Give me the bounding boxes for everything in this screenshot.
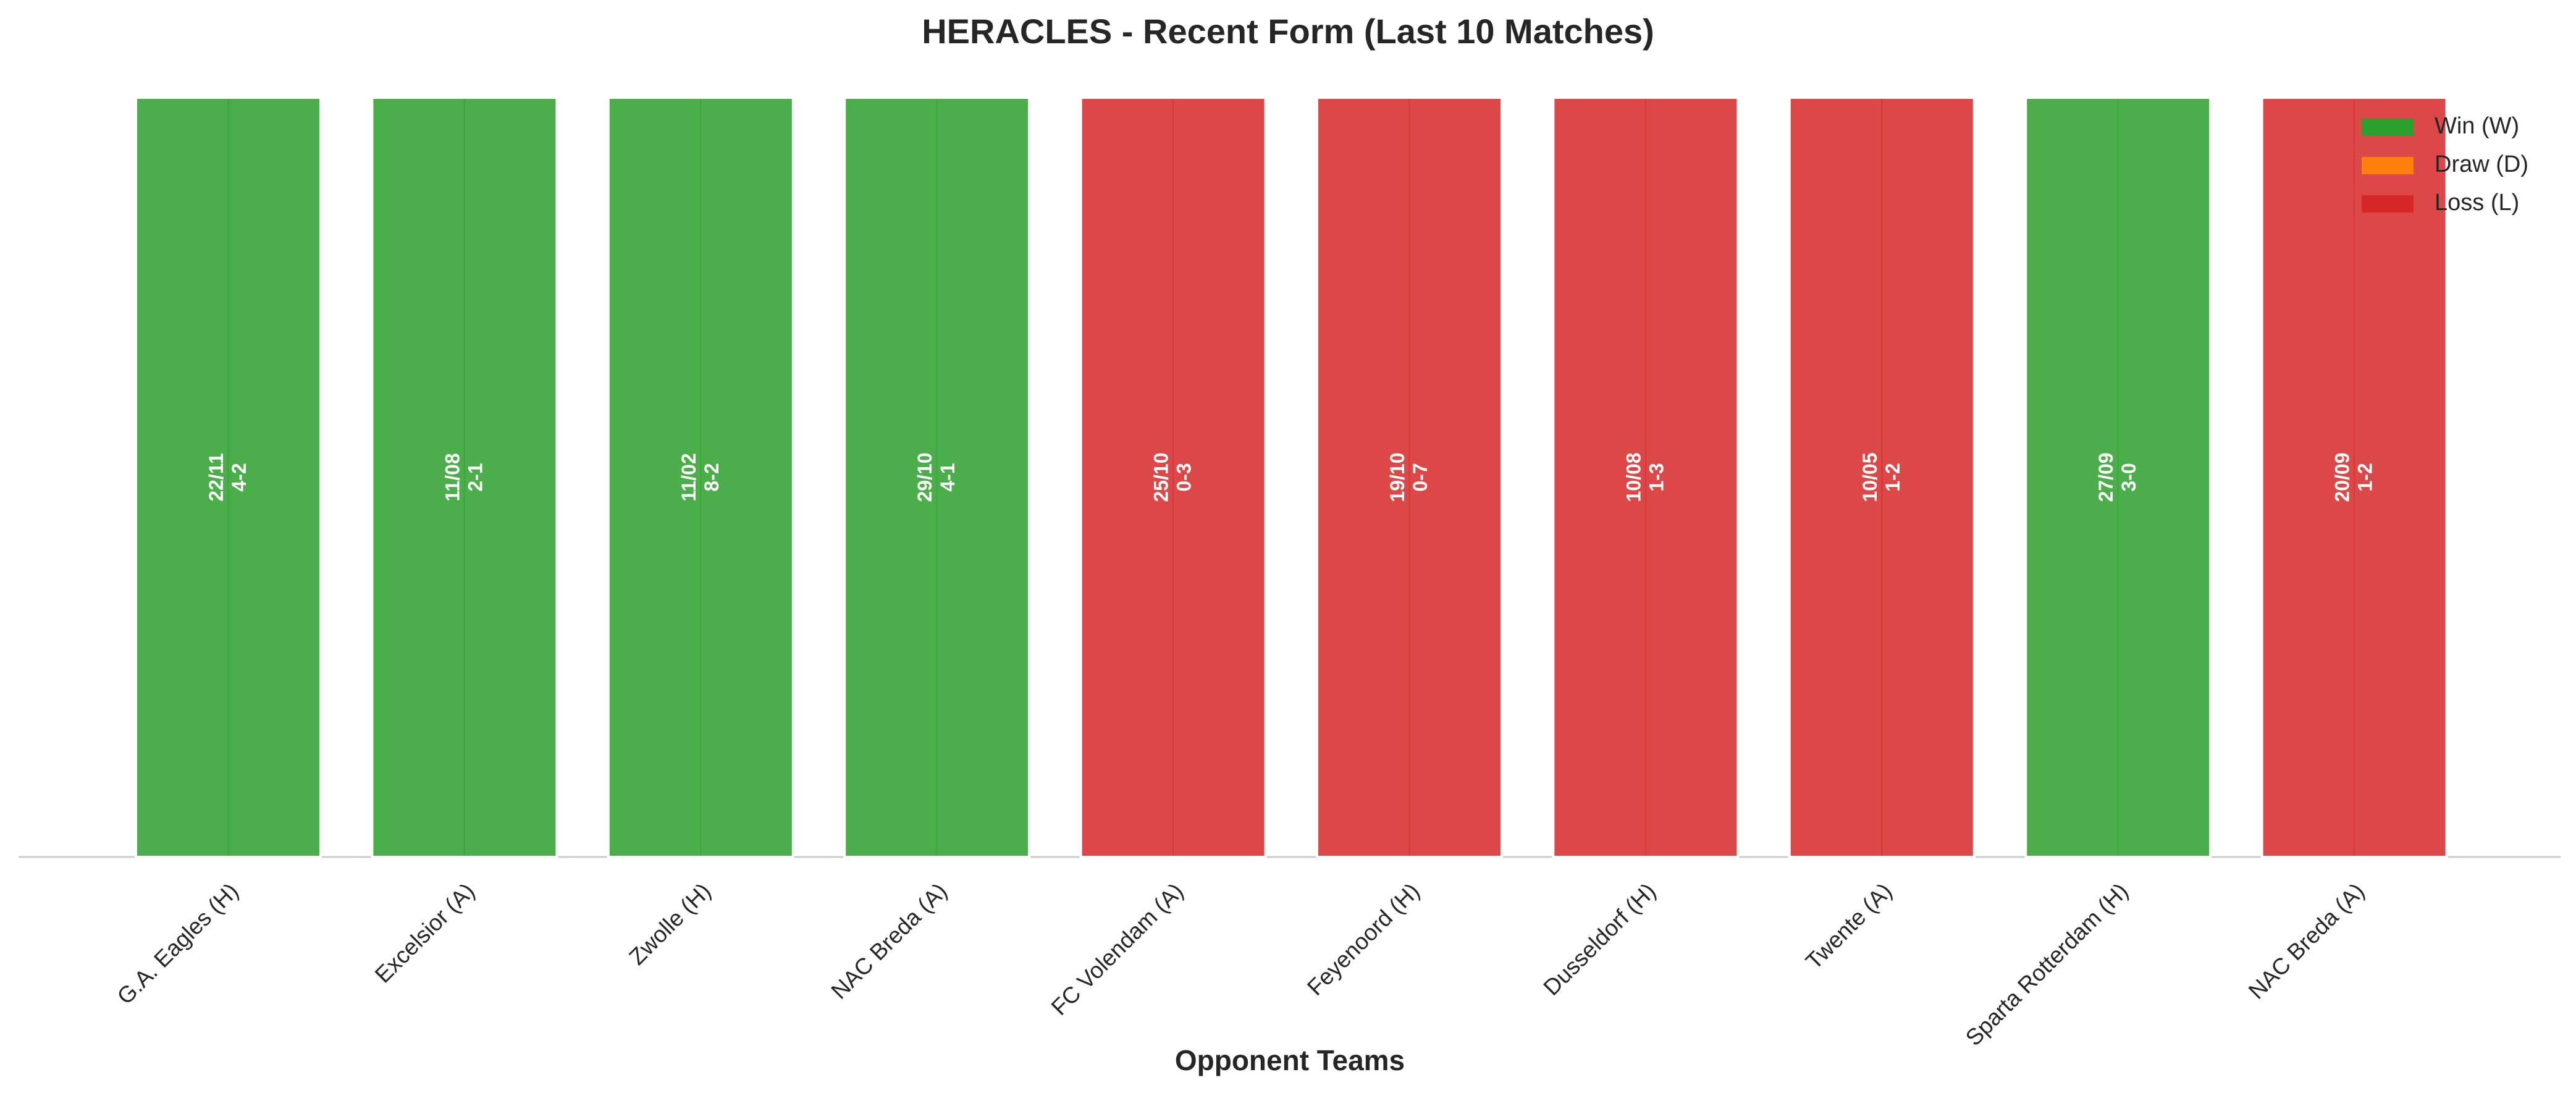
- legend-swatch-3: [2362, 195, 2414, 213]
- bar-date-label: 22/11: [205, 453, 227, 501]
- bar-date-label: 11/02: [678, 453, 700, 501]
- chart-title: HERACLES - Recent Form (Last 10 Matches): [922, 12, 1654, 51]
- x-tick-label: Feyenoord (H): [1302, 878, 1425, 1000]
- bar-score-label: 4-2: [228, 463, 250, 491]
- bar-score-label: 3-0: [2118, 463, 2140, 491]
- x-tick-label: NAC Breda (A): [2244, 878, 2369, 1003]
- legend-swatch-1: [2362, 119, 2414, 136]
- bar-score-label: 1-2: [1882, 463, 1904, 491]
- bar-score-label: 4-1: [937, 463, 959, 491]
- x-tick-label: FC Volendam (A): [1046, 878, 1189, 1020]
- legend-label-1: Win (W): [2435, 113, 2519, 139]
- bar-score-label: 1-3: [1645, 463, 1667, 491]
- bar-date-label: 10/05: [1859, 452, 1881, 502]
- bar-score-label: 2-1: [464, 463, 486, 491]
- bar-date-label: 19/10: [1386, 452, 1408, 502]
- x-tick-label: G.A. Eagles (H): [112, 878, 243, 1009]
- legend-label-2: Draw (D): [2435, 151, 2528, 177]
- x-tick-label: Sparta Rotterdam (H): [1961, 878, 2133, 1050]
- bar-score-label: 0-3: [1173, 463, 1195, 491]
- bar-score-label: 1-2: [2354, 463, 2376, 491]
- legend-swatch-2: [2362, 157, 2414, 174]
- x-tick-label: Dusseldorf (H): [1539, 878, 1661, 1000]
- bar-score-label: 0-7: [1409, 463, 1431, 491]
- bar-date-label: 27/09: [2095, 452, 2117, 502]
- x-tick-label: Twente (A): [1801, 878, 1896, 974]
- legend-label-3: Loss (L): [2435, 190, 2519, 216]
- bar-date-label: 25/10: [1150, 452, 1172, 502]
- bar-date-label: 11/08: [441, 453, 463, 501]
- x-tick-label: NAC Breda (A): [827, 878, 952, 1003]
- x-tick-label: Excelsior (A): [370, 878, 479, 987]
- bar-date-label: 29/10: [914, 452, 936, 502]
- bar-date-label: 10/08: [1622, 452, 1644, 502]
- x-axis-label: Opponent Teams: [1175, 1044, 1405, 1076]
- bar-date-label: 20/09: [2331, 452, 2354, 502]
- bar-score-label: 8-2: [701, 463, 723, 491]
- x-tick-label: Zwolle (H): [624, 878, 715, 969]
